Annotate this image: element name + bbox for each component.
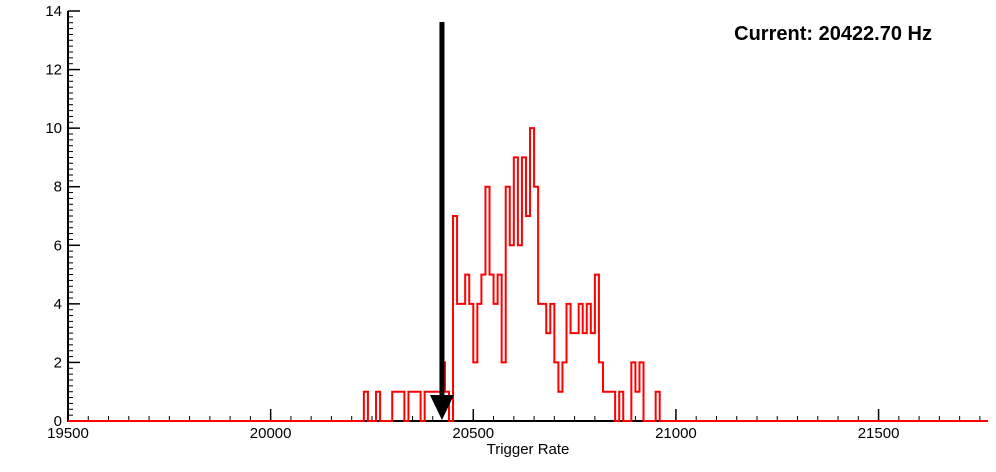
y-tick-label: 8 <box>54 179 62 196</box>
y-tick-label: 0 <box>54 413 62 430</box>
x-axis-title: Trigger Rate <box>487 441 570 458</box>
y-tick-label: 14 <box>45 3 62 20</box>
x-tick-label: 20000 <box>250 425 292 442</box>
current-rate-arrow-head <box>429 395 454 420</box>
y-tick-label: 10 <box>45 120 62 137</box>
current-rate-annotation: Current: 20422.70 Hz <box>734 23 932 45</box>
y-tick-label: 12 <box>45 62 62 79</box>
x-tick-label: 20500 <box>452 425 494 442</box>
histogram-outline <box>68 127 988 422</box>
y-tick-label: 2 <box>54 354 62 371</box>
y-tick-label: 6 <box>54 237 62 254</box>
x-tick-label: 19500 <box>47 425 89 442</box>
x-tick-label: 21500 <box>858 425 900 442</box>
y-tick-label: 4 <box>54 296 62 313</box>
x-tick-label: 21000 <box>655 425 697 442</box>
plot-layer: 19500 20000 20500 21000 21500 0 2 4 6 8 10 12 14 Trig… <box>45 3 988 458</box>
